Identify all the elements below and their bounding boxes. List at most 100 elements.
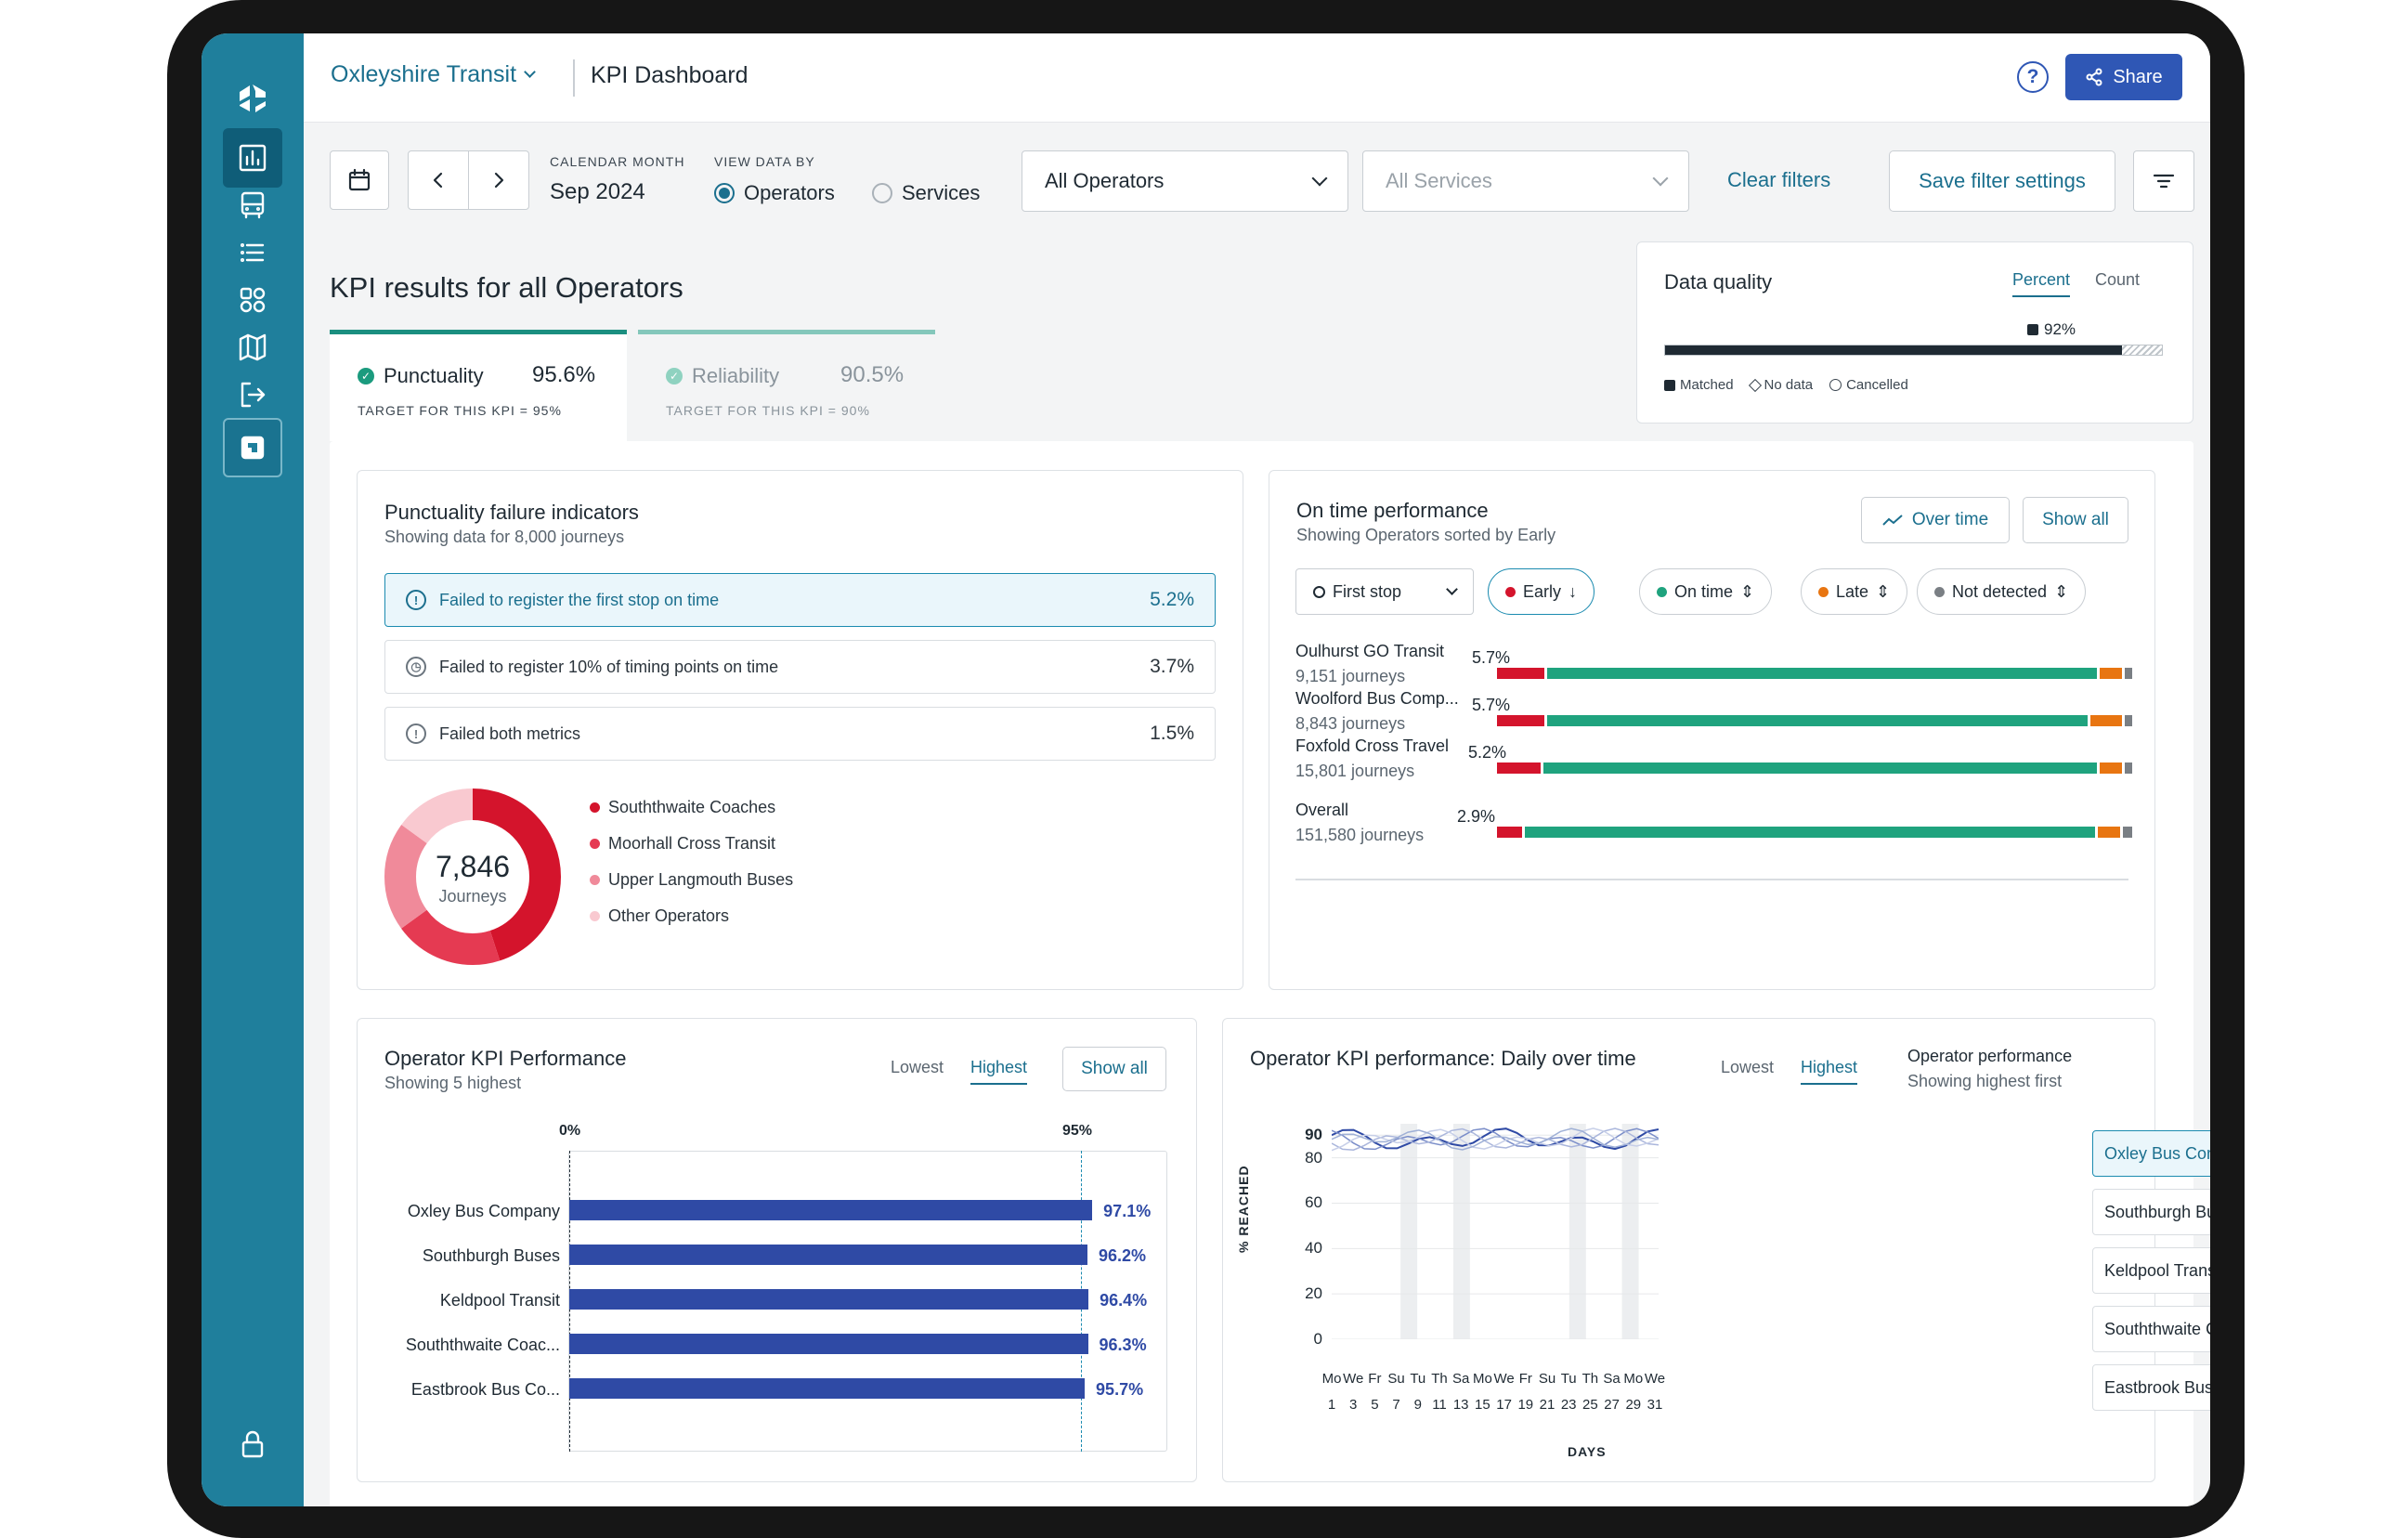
bar-segment-early [1497, 827, 1522, 838]
tab-percent[interactable]: Percent [2012, 270, 2071, 297]
kpi-bar[interactable] [569, 1289, 1089, 1310]
legend-matched: Matched [1664, 377, 1734, 393]
late-dot [1818, 586, 1829, 597]
radio-services-label: Services [902, 181, 981, 204]
tab-count[interactable]: Count [2095, 270, 2141, 289]
title-divider [573, 59, 575, 97]
y-tick: 60 [1305, 1193, 1322, 1212]
pill-late[interactable]: Late ⇕ [1801, 568, 1908, 615]
grid-icon[interactable] [223, 270, 282, 330]
save-filters-button[interactable]: Save filter settings [1889, 150, 2115, 212]
logo-icon[interactable] [223, 69, 282, 128]
on-time-bar[interactable] [1497, 827, 2132, 838]
not-detected-dot [1934, 586, 1945, 597]
clear-filters-link[interactable]: Clear filters [1727, 168, 1831, 191]
pill-label: Early [1523, 581, 1562, 601]
kpi-bar[interactable] [569, 1334, 1088, 1354]
chevron-down-icon [1446, 582, 1458, 595]
next-month-button[interactable] [468, 150, 529, 210]
share-icon [2086, 68, 2102, 86]
show-all-button[interactable]: Show all [2023, 497, 2128, 543]
calendar-button[interactable] [330, 150, 389, 210]
x-tick-day: Su [1387, 1371, 1405, 1387]
toggle-highest[interactable]: Highest [1801, 1058, 1858, 1085]
kpi-bar[interactable] [569, 1378, 1086, 1399]
lock-icon[interactable] [223, 1414, 282, 1474]
bar-segment-not-detected [2124, 668, 2132, 679]
donut-segment[interactable] [384, 789, 561, 965]
legend-dot [590, 802, 600, 813]
toggle-highest[interactable]: Highest [970, 1058, 1028, 1085]
operator-performance-item[interactable]: Southburgh Buses [2092, 1189, 2210, 1235]
toggle-lowest[interactable]: Lowest [891, 1058, 944, 1076]
donut-total: 7,846 [435, 850, 511, 883]
y-tick: 0 [1313, 1330, 1322, 1348]
clock-icon: ◷ [406, 657, 426, 677]
kpi-bar[interactable] [569, 1200, 1093, 1220]
kpi-bar[interactable] [569, 1245, 1087, 1265]
calendar-icon [348, 168, 371, 191]
pill-not-detected[interactable]: Not detected ⇕ [1917, 568, 2087, 615]
exit-icon[interactable] [223, 365, 282, 424]
tab-punctuality[interactable]: ✓ Punctuality 95.6% TARGET FOR THIS KPI … [330, 330, 627, 441]
toggle-lowest[interactable]: Lowest [1721, 1058, 1775, 1076]
x-tick-day: Mo [1321, 1371, 1342, 1387]
bus-icon[interactable] [223, 176, 282, 235]
radio-services[interactable]: Services [872, 181, 980, 205]
pill-early[interactable]: Early ↓ [1488, 568, 1595, 615]
x-tick-day: Th [1581, 1371, 1599, 1387]
filter-menu-button[interactable] [2133, 150, 2194, 212]
daily-series-line[interactable] [1332, 1127, 1659, 1151]
map-icon[interactable] [223, 318, 282, 377]
list-icon[interactable] [223, 223, 282, 282]
spreadsheet-icon[interactable] [223, 418, 282, 477]
operators-select[interactable]: All Operators [1022, 150, 1348, 212]
org-switcher[interactable]: Oxleyshire Transit [331, 61, 536, 88]
operator-performance-item[interactable]: Oxley Bus Company [2092, 1130, 2210, 1177]
show-all-button[interactable]: Show all [1062, 1047, 1166, 1091]
legend-cancelled: Cancelled [1829, 377, 1908, 393]
on-time-bar[interactable] [1497, 715, 2132, 726]
quality-value-label: 92% [2044, 320, 2076, 338]
chart-icon[interactable] [223, 128, 282, 188]
daily-series-line[interactable] [1332, 1127, 1659, 1152]
failure-row-both[interactable]: ! Failed both metrics 1.5% [384, 707, 1216, 761]
tab-reliability[interactable]: ✓ Reliability 90.5% TARGET FOR THIS KPI … [638, 330, 935, 441]
punctuality-label: Punctuality [384, 364, 484, 387]
circle-outline-icon [1313, 585, 1325, 598]
pill-on-time[interactable]: On time ⇕ [1639, 568, 1773, 615]
help-icon[interactable]: ? [2017, 61, 2049, 93]
share-button[interactable]: Share [2065, 54, 2182, 100]
reliability-label: Reliability [692, 364, 780, 387]
radio-operators[interactable]: Operators [714, 181, 835, 205]
stop-select[interactable]: First stop [1295, 568, 1474, 615]
pill-label: Not detected [1952, 581, 2048, 601]
operator-name: Oulhurst GO Transit [1295, 642, 1445, 660]
donut-segment[interactable] [384, 789, 561, 965]
y-tick: 80 [1305, 1148, 1322, 1167]
operator-journeys: 15,801 journeys [1295, 762, 1415, 780]
operator-performance-item[interactable]: Souththwaite Coaches [2092, 1306, 2210, 1352]
weekend-band [1400, 1124, 1418, 1339]
app-screen: Oxleyshire Transit KPI Dashboard ? Share… [202, 33, 2210, 1506]
daily-series-line[interactable] [1332, 1127, 1659, 1151]
chevron-right-icon [494, 172, 504, 189]
share-label: Share [2113, 66, 2163, 87]
bar-segment-not-detected [2122, 827, 2132, 838]
over-time-button[interactable]: Over time [1861, 497, 2010, 543]
failure-row-label: Failed to register the first stop on tim… [439, 590, 720, 609]
punctuality-target: TARGET FOR THIS KPI = 95% [358, 403, 562, 418]
x-tick-date: 3 [1349, 1397, 1358, 1413]
failure-row-timing-points[interactable]: ◷ Failed to register 10% of timing point… [384, 640, 1216, 694]
failure-row-label: Failed to register 10% of timing points … [439, 657, 779, 676]
on-time-bar[interactable] [1497, 762, 2132, 774]
services-select[interactable]: All Services [1362, 150, 1689, 212]
donut-segment[interactable] [384, 789, 561, 965]
bar-segment-on-time [1525, 827, 2096, 838]
on-time-bar[interactable] [1497, 668, 2132, 679]
prev-month-button[interactable] [408, 150, 469, 210]
operator-performance-item[interactable]: Keldpool Transit [2092, 1247, 2210, 1294]
operator-performance-item[interactable]: Eastbrook Bus Compa... [2092, 1364, 2210, 1411]
bar-chart-frame [568, 1151, 1167, 1452]
failure-row-first-stop[interactable]: ! Failed to register the first stop on t… [384, 573, 1216, 627]
